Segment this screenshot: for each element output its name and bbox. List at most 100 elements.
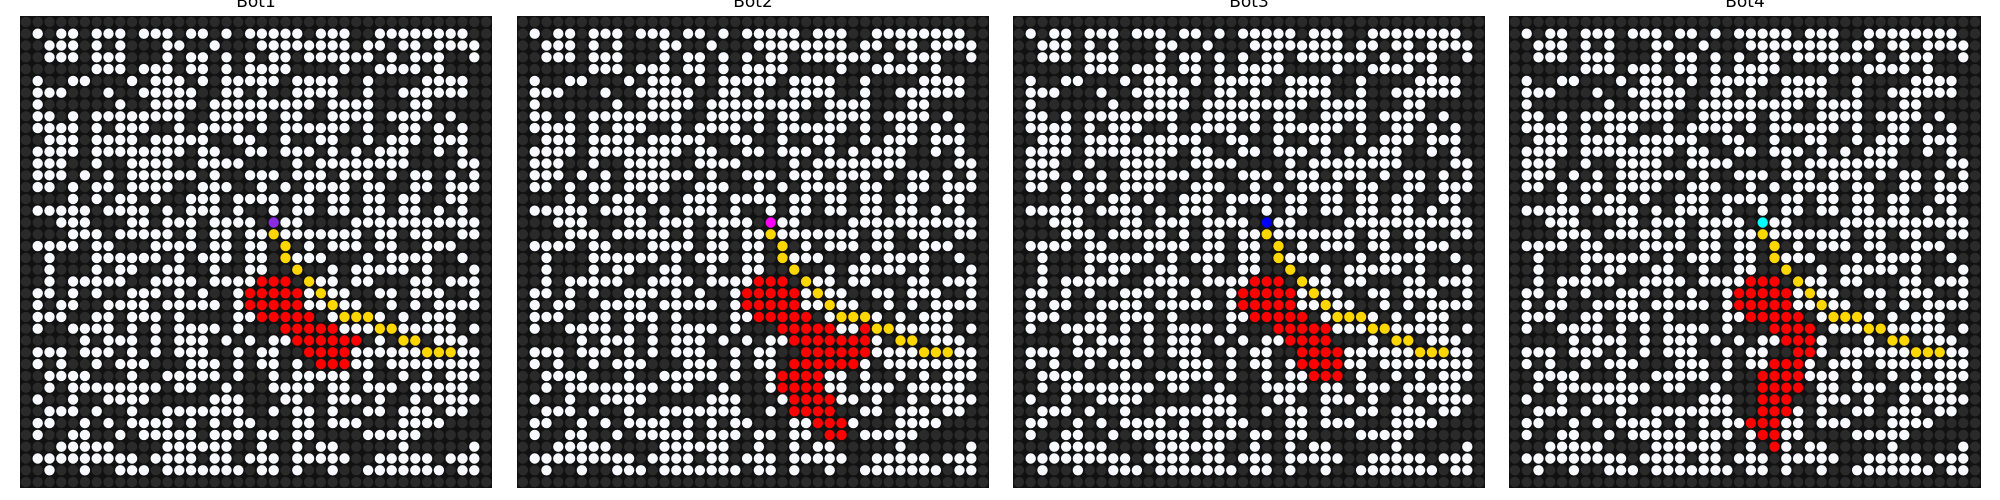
wall-cell	[1072, 28, 1084, 39]
open-cell	[1296, 229, 1308, 240]
wall-cell	[1355, 146, 1367, 157]
wall-cell	[1332, 75, 1343, 87]
wall-cell	[1190, 417, 1202, 429]
open-cell	[1226, 122, 1237, 134]
open-cell	[600, 453, 611, 464]
open-cell	[1261, 429, 1272, 441]
open-cell	[824, 205, 835, 216]
wall-cell	[694, 311, 706, 323]
open-cell	[292, 429, 303, 441]
open-cell	[1202, 205, 1213, 216]
open-cell	[553, 311, 564, 323]
wall-cell	[244, 406, 256, 417]
open-cell	[197, 75, 209, 87]
open-cell	[1049, 347, 1060, 358]
wall-cell	[659, 193, 670, 205]
open-cell	[67, 181, 79, 193]
open-cell	[1663, 40, 1674, 51]
open-cell	[1332, 288, 1343, 299]
open-cell	[824, 193, 835, 205]
wall-cell	[942, 429, 953, 441]
open-cell	[138, 299, 150, 311]
open-cell	[150, 193, 161, 205]
wall-cell	[1214, 417, 1225, 429]
wall-cell	[694, 453, 706, 464]
open-cell	[1414, 311, 1426, 323]
open-cell	[162, 99, 173, 110]
wall-cell	[883, 75, 894, 87]
open-cell	[327, 465, 338, 476]
wall-cell	[1922, 16, 1934, 28]
open-cell	[398, 205, 409, 216]
open-cell	[67, 52, 79, 63]
wall-cell	[1167, 205, 1178, 216]
wall-cell	[457, 99, 468, 110]
open-cell	[1167, 465, 1178, 476]
open-cell	[362, 382, 374, 393]
open-cell	[824, 370, 835, 382]
open-cell	[1214, 52, 1225, 63]
fire-cell	[1273, 311, 1284, 323]
open-cell	[303, 370, 315, 382]
wall-cell	[67, 335, 79, 346]
wall-cell	[398, 288, 409, 299]
open-cell	[789, 205, 800, 216]
wall-cell	[138, 276, 150, 287]
open-cell	[612, 40, 623, 51]
wall-cell	[1131, 16, 1143, 28]
open-cell	[1072, 335, 1084, 346]
wall-cell	[1013, 40, 1025, 51]
open-cell	[150, 311, 161, 323]
wall-cell	[469, 240, 480, 252]
wall-cell	[718, 205, 729, 216]
wall-cell	[1049, 16, 1060, 28]
wall-cell	[1155, 476, 1166, 488]
wall-cell	[718, 146, 729, 157]
open-cell	[268, 453, 279, 464]
wall-cell	[1627, 52, 1639, 63]
open-cell	[777, 111, 788, 122]
open-cell	[541, 181, 552, 193]
wall-cell	[848, 406, 859, 417]
open-cell	[256, 87, 268, 98]
wall-cell	[1367, 441, 1379, 452]
wall-cell	[126, 52, 138, 63]
wall-cell	[79, 193, 91, 205]
open-cell	[421, 111, 433, 122]
open-cell	[907, 394, 918, 405]
open-cell	[1060, 299, 1072, 311]
open-cell	[623, 370, 635, 382]
open-cell	[1037, 417, 1048, 429]
open-cell	[1131, 358, 1143, 370]
open-cell	[623, 358, 635, 370]
wall-cell	[1627, 40, 1639, 51]
wall-cell	[56, 252, 67, 264]
open-cell	[930, 52, 942, 63]
open-cell	[1426, 465, 1438, 476]
wall-cell	[1273, 406, 1284, 417]
open-cell	[600, 63, 611, 75]
open-cell	[44, 87, 55, 98]
wall-cell	[517, 193, 529, 205]
open-cell	[836, 122, 847, 134]
wall-cell	[859, 453, 871, 464]
wall-cell	[244, 87, 256, 98]
open-cell	[1155, 465, 1166, 476]
wall-cell	[280, 358, 291, 370]
open-cell	[386, 170, 397, 181]
open-cell	[410, 28, 421, 39]
open-cell	[753, 181, 765, 193]
open-cell	[612, 99, 623, 110]
wall-cell	[942, 264, 953, 275]
wall-cell	[138, 335, 150, 346]
open-cell	[1273, 217, 1284, 228]
wall-cell	[647, 217, 658, 228]
open-cell	[126, 370, 138, 382]
open-cell	[197, 299, 209, 311]
wall-cell	[647, 40, 658, 51]
wall-cell	[268, 476, 279, 488]
open-cell	[162, 181, 173, 193]
open-cell	[564, 122, 576, 134]
open-cell	[966, 441, 977, 452]
open-cell	[907, 347, 918, 358]
